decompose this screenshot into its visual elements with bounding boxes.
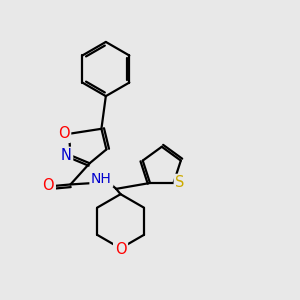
Text: S: S: [175, 176, 185, 190]
Text: N: N: [61, 148, 71, 164]
Text: O: O: [115, 242, 126, 257]
Text: O: O: [43, 178, 54, 194]
Text: O: O: [58, 126, 70, 141]
Text: NH: NH: [91, 172, 112, 186]
